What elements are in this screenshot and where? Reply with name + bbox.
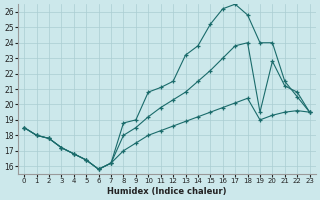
X-axis label: Humidex (Indice chaleur): Humidex (Indice chaleur) (107, 187, 227, 196)
